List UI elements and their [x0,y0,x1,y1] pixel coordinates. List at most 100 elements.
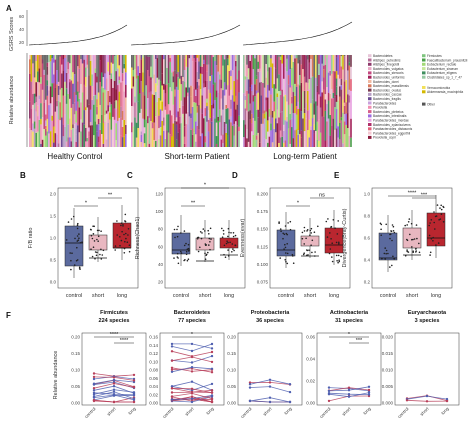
bar-segment [46,95,49,119]
bar-segment [231,125,234,147]
bar-segment [329,55,331,71]
bar-segment [69,79,71,83]
sig-marker: * [297,201,300,207]
bar-segment-other [225,55,227,90]
species-point [210,342,214,346]
data-point [197,250,200,253]
bar-segment [65,88,68,104]
bar-segment [78,68,81,93]
bar-segment [315,101,317,131]
data-point [96,251,98,254]
species-point [210,350,214,354]
bar-segment [286,58,288,72]
bar-segment [215,136,218,144]
bar-segment [109,119,111,147]
bar-segment [174,89,176,97]
data-point [183,230,186,232]
bar-segment [105,55,108,79]
bar-segment-other [348,55,351,63]
bar-segment [89,125,92,147]
data-point [331,256,333,258]
data-point [234,234,237,237]
bar-segment [135,102,138,123]
data-point [429,254,431,256]
data-point [124,240,126,243]
bar-segment [174,55,176,71]
bar-segment [249,119,251,147]
bar-segment [233,55,235,82]
bar-segment [142,55,144,58]
bar-segment [315,130,317,147]
bar-segment [198,61,200,80]
bar-segment [214,118,216,147]
x-tick-label: long [283,406,293,416]
bar-segment [96,131,98,147]
bar-segment [339,86,341,97]
data-point [199,246,201,249]
bar-segment [283,130,285,143]
bar-segment [183,81,186,98]
bar-segment [283,142,285,147]
legend-item: Prevotella_copri [373,136,396,140]
bar-segment [303,131,306,147]
bar-segment [252,95,255,102]
bar-segment-other [57,55,60,82]
bar-segment [77,81,79,92]
legend-swatch [368,71,372,75]
bar-segment [316,105,319,122]
y-tick-label: 0.12 [149,351,158,356]
legend-swatch [368,127,372,131]
y-tick-label: 0.175 [257,209,269,214]
bar-segment [191,106,194,129]
bar-segment [340,117,343,121]
bar-segment [251,55,253,85]
y-tick-label: 0.04 [149,384,158,389]
species-point [190,387,194,390]
bar-segment [134,117,136,147]
bar-segment [209,93,211,118]
bar-segment [343,134,346,147]
bar-segment [140,142,143,147]
bar-segment [110,78,113,105]
bar-segment [302,118,304,147]
legend-item: Bacteroides_xylanisolvens [373,123,411,127]
bar-segment [85,76,87,87]
data-point [227,227,230,230]
bar-segment [214,61,216,83]
bar-segment [281,136,283,147]
bar-segment [276,109,279,124]
bar-segment [97,136,100,143]
data-point [407,251,410,253]
data-point [210,238,212,240]
bar-segment [329,70,331,76]
bar-segment [327,72,330,93]
bar-segment [41,139,44,147]
bar-segment [315,55,317,78]
bar-segment [310,77,312,104]
data-point [385,223,388,226]
bar-segment [86,141,89,147]
bar-segment [236,55,239,80]
data-point [435,244,437,246]
bar-segment-other [145,55,147,56]
bar-segment [182,77,184,81]
x-tick-label: control [173,293,190,299]
bar-segment [252,135,255,147]
data-point [78,233,80,235]
legend-other-phyla: FirmicutesFaecalibacterium_prausnitziiEu… [422,54,468,106]
data-point [284,243,286,246]
bar-segment [310,55,312,59]
bar-segment [311,118,314,147]
bar-segment [347,128,349,147]
bar-segment [193,132,195,147]
bar-segment [329,114,331,136]
data-point [287,222,289,224]
bar-segment [155,83,157,92]
bar-segment [62,55,65,60]
bar-segment [251,123,253,132]
f-ylabel: Relative abundance [53,351,59,400]
bar-segment [179,107,181,117]
bar-segment [169,134,171,147]
bar-segment [259,71,261,83]
bar-segment [348,136,351,147]
